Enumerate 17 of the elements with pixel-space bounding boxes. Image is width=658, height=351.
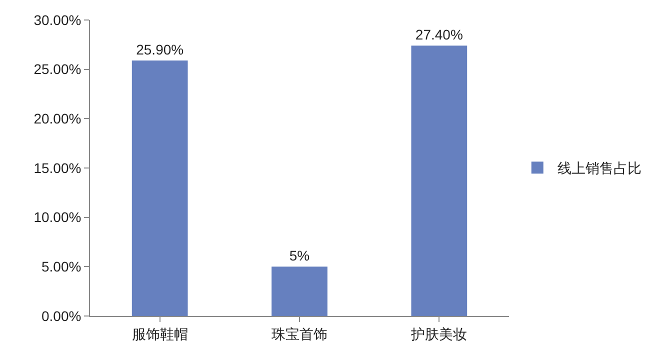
y-tick-label: 25.00% <box>34 61 82 78</box>
data-label: 25.90% <box>136 41 184 58</box>
y-tick-label: 20.00% <box>34 110 82 127</box>
bar <box>272 266 328 316</box>
y-tick-label: 5.00% <box>41 258 82 275</box>
data-label: 27.40% <box>415 26 463 43</box>
x-tick-label: 服饰鞋帽 <box>132 326 188 342</box>
y-tick-label: 30.00% <box>34 12 82 28</box>
bar <box>132 60 188 316</box>
legend-label: 线上销售占比 <box>557 160 642 176</box>
x-tick-label: 护肤美妆 <box>410 326 468 342</box>
y-tick-label: 0.00% <box>41 308 82 324</box>
x-tick-label: 珠宝首饰 <box>272 326 328 342</box>
data-label: 5% <box>289 248 310 264</box>
y-tick-label: 10.00% <box>34 209 82 226</box>
y-tick-label: 15.00% <box>34 160 82 176</box>
bar <box>411 46 468 316</box>
